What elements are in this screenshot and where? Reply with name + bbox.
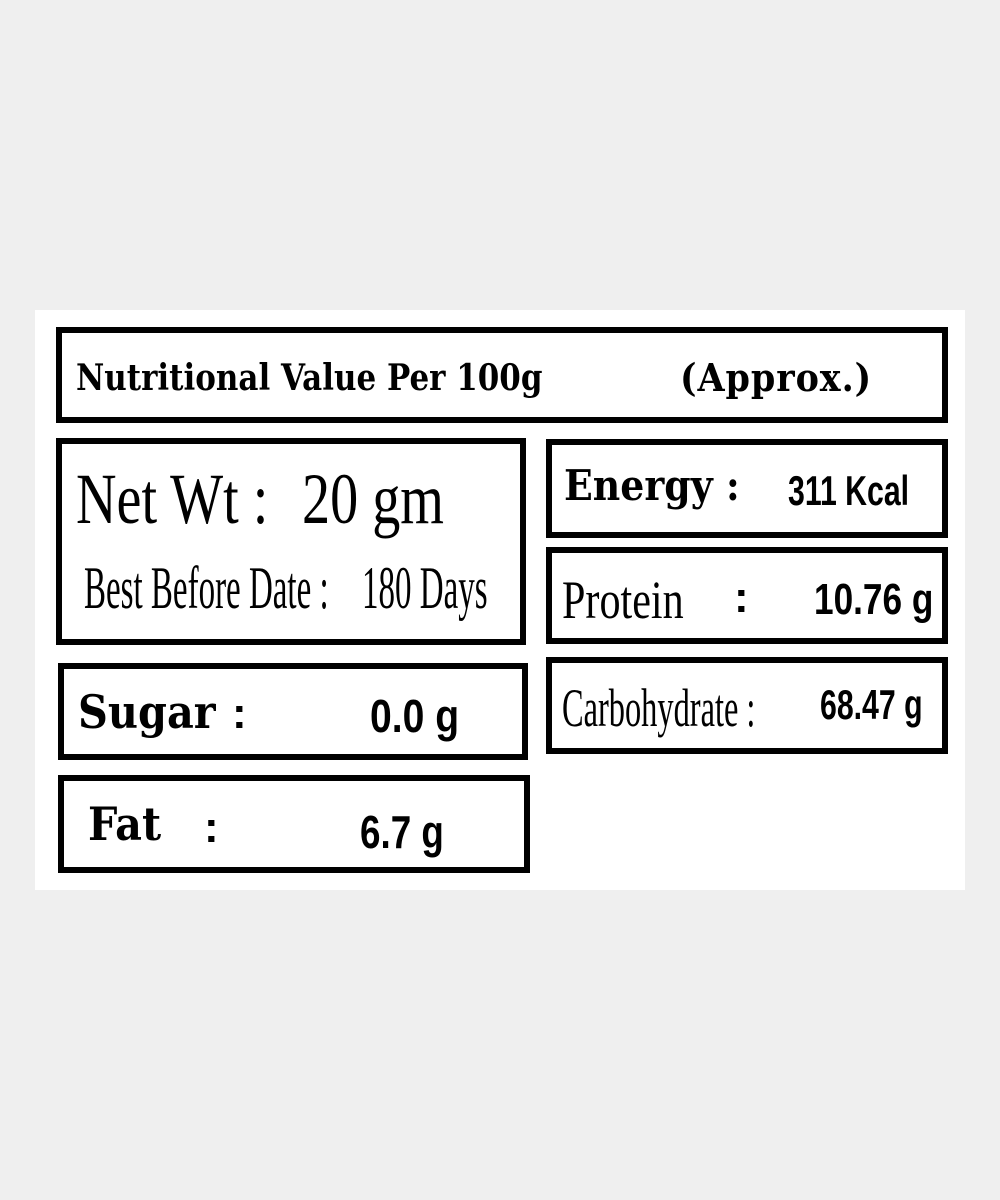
protein-colon: : [734,573,749,622]
title-box: Nutritional Value Per 100g (Approx.) [56,327,948,423]
net-weight-value: 20 gm [302,459,444,539]
title: Nutritional Value Per 100g [76,357,543,399]
fat-value: 6.7 g [360,806,444,858]
carbohydrate-value: 68.47 g [820,681,923,728]
protein-label: Protein [562,570,684,630]
net-weight-box: Net Wt : 20 gm Best Before Date : 180 Da… [56,438,526,645]
fat-box: Fat : 6.7 g [58,775,530,873]
sugar-box: Sugar : 0.0 g [58,663,528,760]
sugar-value: 0.0 g [370,690,460,742]
protein-value: 10.76 g [814,575,934,624]
energy-label: Energy : [564,461,740,510]
sugar-label: Sugar [78,685,216,739]
protein-box: Protein : 10.76 g [546,547,948,644]
sugar-colon: : [232,689,247,738]
carbohydrate-box: Carbohydrate : 68.47 g [546,657,948,754]
best-before-label: Best Before Date : [84,555,329,621]
carbohydrate-label: Carbohydrate : [562,678,756,738]
energy-value: 311 Kcal [788,467,910,514]
fat-label: Fat [88,797,162,851]
energy-box: Energy : 311 Kcal [546,439,948,538]
title-note: (Approx.) [680,355,873,400]
best-before-value: 180 Days [362,555,488,621]
net-weight-label: Net Wt : [76,459,269,539]
fat-colon: : [204,803,219,852]
